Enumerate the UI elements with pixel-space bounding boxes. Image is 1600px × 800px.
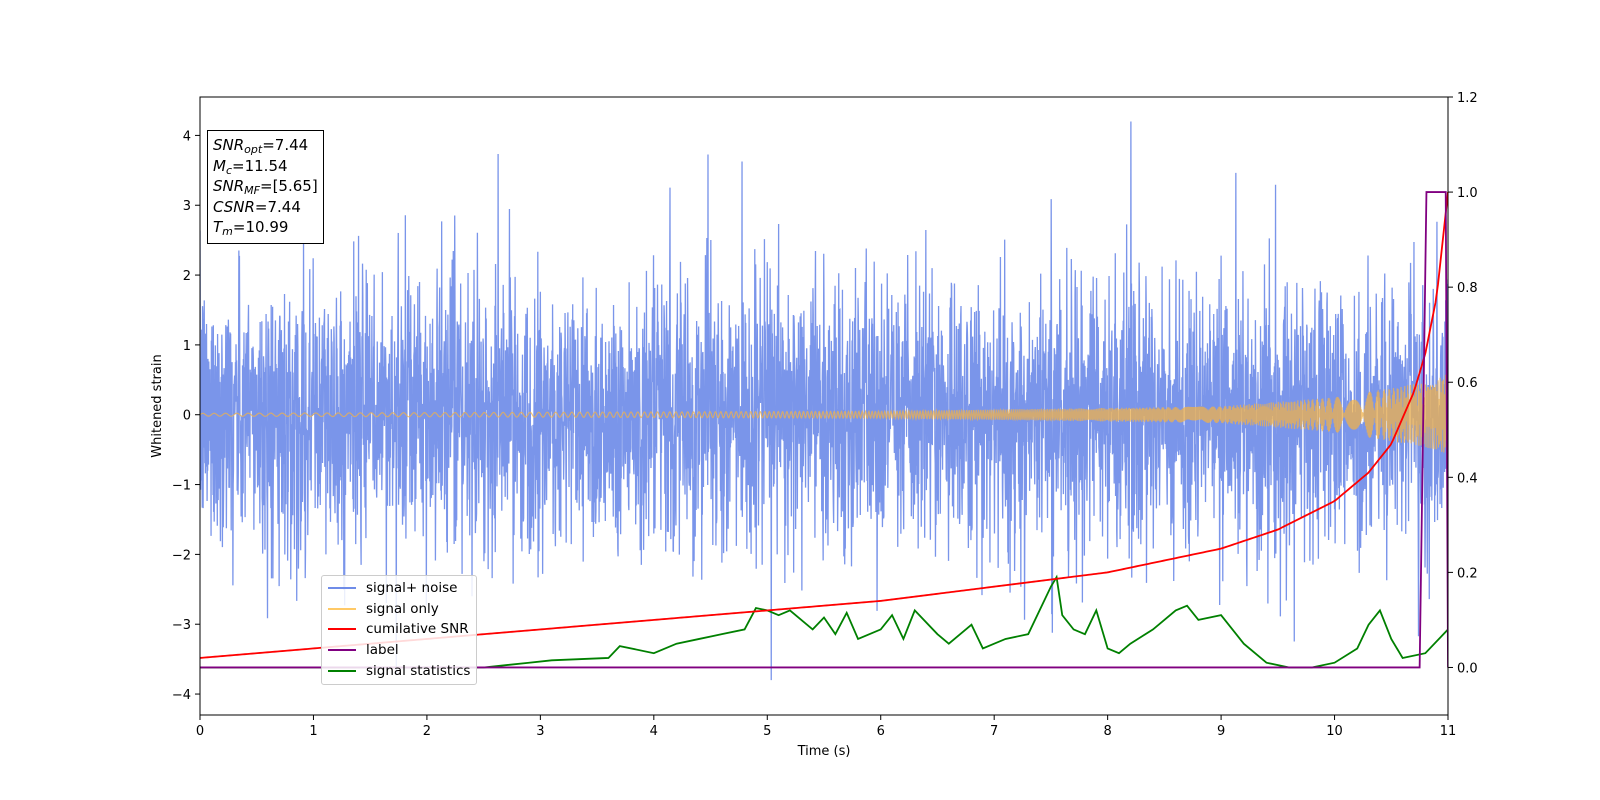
y-tick-label: −4 bbox=[172, 688, 191, 703]
legend-item-signal-noise: signal+ noise bbox=[328, 578, 470, 599]
x-tick-label: 10 bbox=[1326, 724, 1343, 739]
legend-label: label bbox=[366, 642, 399, 659]
y-tick-label: 4 bbox=[183, 129, 191, 144]
legend-swatch bbox=[328, 669, 356, 672]
x-tick-label: 7 bbox=[990, 724, 998, 739]
x-tick-label: 0 bbox=[196, 724, 204, 739]
y2-tick-label: 0.6 bbox=[1457, 376, 1478, 391]
x-axis-label: Time (s) bbox=[797, 744, 851, 759]
y2-tick-label: 0.2 bbox=[1457, 566, 1478, 581]
snr-mf-line: SNRMF=[5.65] bbox=[213, 177, 318, 197]
y-tick-label: 0 bbox=[183, 409, 191, 424]
y2-tick-label: 0.0 bbox=[1457, 661, 1478, 676]
csnr-line: CSNR=7.44 bbox=[213, 197, 301, 216]
y-tick-label: 2 bbox=[183, 269, 191, 284]
legend-swatch bbox=[328, 587, 356, 590]
y-tick-label: 3 bbox=[183, 199, 191, 214]
x-tick-label: 2 bbox=[423, 724, 431, 739]
legend-item-label: label bbox=[328, 640, 470, 661]
snr-opt-line: SNRopt=7.44 bbox=[213, 136, 309, 156]
y-axis-right: 1.2 1.0 0.8 0.6 0.4 0.2 0.0 bbox=[1448, 91, 1478, 676]
x-tick-label: 6 bbox=[877, 724, 885, 739]
legend-swatch bbox=[328, 607, 356, 610]
x-tick-label: 11 bbox=[1440, 724, 1457, 739]
series-signal-only bbox=[200, 374, 1448, 457]
x-axis: 0 1 2 3 4 5 6 7 8 9 10 11 bbox=[196, 715, 1456, 739]
plot-frame bbox=[199, 96, 1449, 716]
tm-line: Tm=10.99 bbox=[213, 218, 289, 238]
legend-item-signal-statistics: signal statistics bbox=[328, 660, 470, 681]
legend: signal+ noise signal only cumilative SNR… bbox=[321, 575, 478, 685]
y-axis-left: 4 3 2 1 0 −1 −2 −3 −4 bbox=[172, 129, 200, 703]
series-signal-statistics bbox=[200, 574, 1448, 669]
y2-tick-label: 0.8 bbox=[1457, 281, 1478, 296]
legend-label: cumilative SNR bbox=[366, 621, 469, 638]
legend-swatch bbox=[328, 649, 356, 652]
x-tick-label: 1 bbox=[309, 724, 317, 739]
y2-tick-label: 1.2 bbox=[1457, 91, 1478, 106]
mc-line: Mc=11.54 bbox=[213, 156, 288, 177]
y-tick-label: 1 bbox=[183, 339, 191, 354]
snr-info-box: SNRopt=7.44 Mc=11.54 SNRMF=[5.65] CSNR=7… bbox=[207, 130, 324, 244]
series-signal-noise bbox=[200, 121, 1448, 681]
x-tick-label: 3 bbox=[536, 724, 544, 739]
legend-label: signal+ noise bbox=[366, 580, 458, 597]
x-tick-label: 5 bbox=[763, 724, 771, 739]
x-tick-label: 4 bbox=[650, 724, 658, 739]
legend-label: signal statistics bbox=[366, 662, 471, 679]
y-tick-label: −2 bbox=[172, 548, 191, 563]
legend-swatch bbox=[328, 628, 356, 631]
legend-item-cumulative-snr: cumilative SNR bbox=[328, 619, 470, 640]
y2-tick-label: 0.4 bbox=[1457, 471, 1478, 486]
series-label bbox=[200, 191, 1448, 669]
y2-tick-label: 1.0 bbox=[1457, 186, 1478, 201]
y-tick-label: −3 bbox=[172, 618, 191, 633]
y-axis-label: Whitened strain bbox=[150, 354, 165, 457]
y-tick-label: −1 bbox=[172, 479, 191, 494]
legend-item-signal-only: signal only bbox=[328, 599, 470, 620]
legend-label: signal only bbox=[366, 600, 439, 617]
x-tick-label: 8 bbox=[1103, 724, 1111, 739]
x-tick-label: 9 bbox=[1217, 724, 1225, 739]
